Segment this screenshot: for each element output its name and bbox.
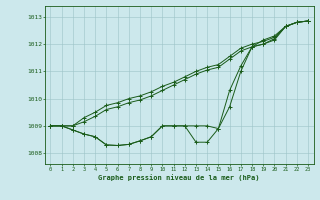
X-axis label: Graphe pression niveau de la mer (hPa): Graphe pression niveau de la mer (hPa) bbox=[99, 174, 260, 181]
